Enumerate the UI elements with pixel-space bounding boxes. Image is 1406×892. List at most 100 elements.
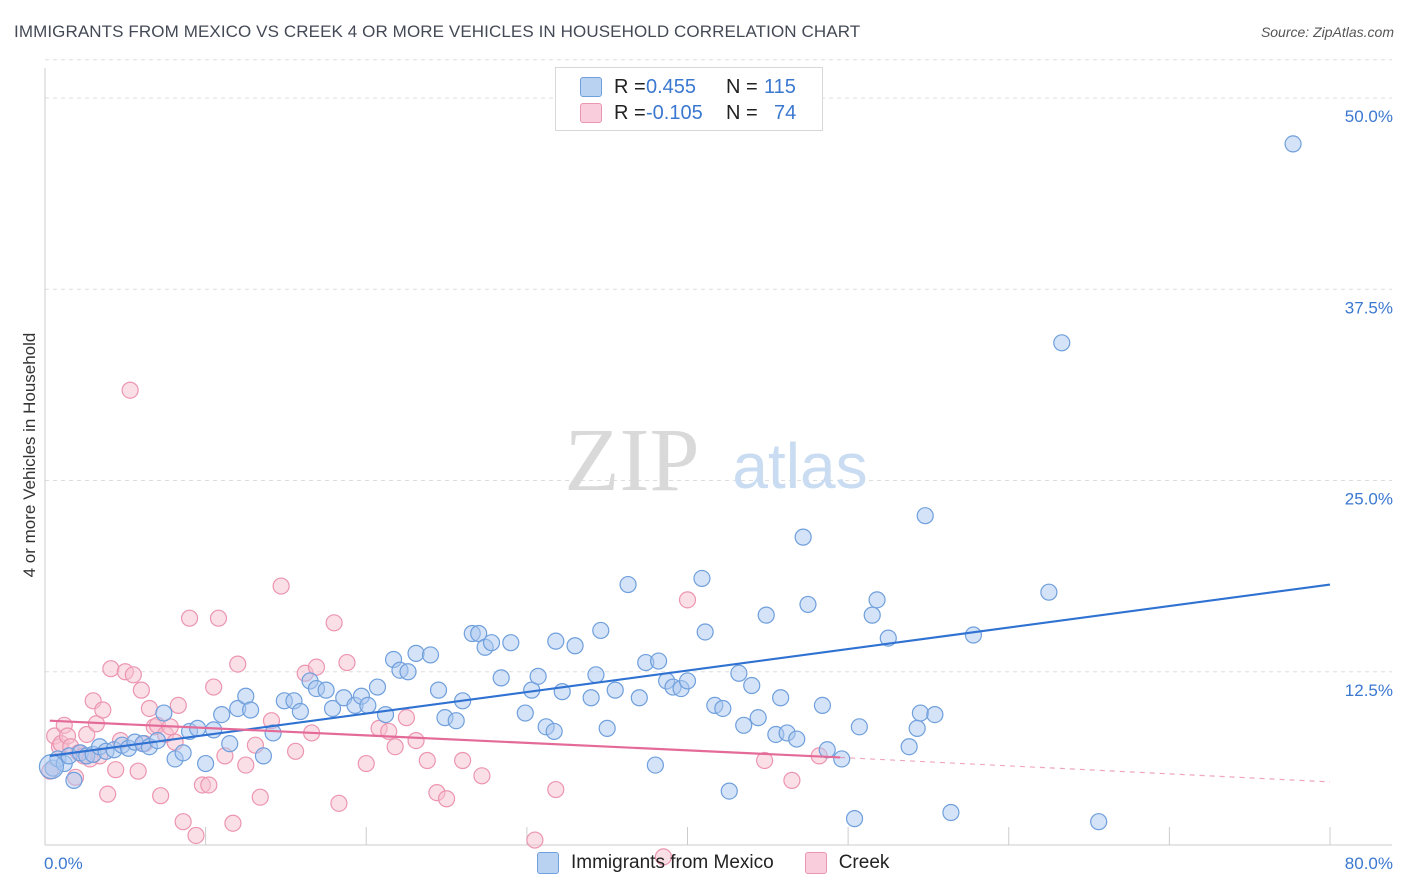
mexico-point [447, 712, 465, 730]
mexico-point [649, 652, 668, 670]
mexico-point [399, 663, 417, 681]
mexico-point [696, 623, 714, 641]
mexico-point [720, 782, 738, 800]
mexico-point [845, 810, 864, 828]
mexico-point [900, 738, 918, 756]
mexico-point [482, 634, 501, 652]
mexico-point [863, 606, 881, 624]
mexico-point [833, 750, 851, 768]
mexico-point [598, 719, 616, 737]
mexico-point [693, 569, 711, 588]
mexico-point [794, 528, 812, 546]
creek-point [229, 655, 247, 673]
creek-trend-extension [840, 756, 1331, 783]
mexico-point [197, 754, 215, 773]
creek-point [325, 614, 343, 632]
mexico-point [788, 730, 806, 748]
creek-trend-line [49, 719, 841, 759]
x-tick-label: 0.0% [44, 854, 83, 873]
creek-point [418, 751, 436, 770]
creek-point [407, 731, 425, 750]
mexico-point [254, 747, 273, 765]
mexico-point [868, 591, 886, 609]
mexico-point [743, 676, 761, 695]
mexico-point [1053, 334, 1071, 352]
tick-labels: 12.5% 25.0% 37.5% 50.0% 0.0% 80.0% [44, 107, 1393, 873]
mexico-point [242, 701, 260, 719]
legend-label: Creek [838, 852, 890, 873]
legend-item-creek[interactable]: Creek [804, 852, 890, 874]
y-tick-label: 12.5% [1345, 681, 1393, 700]
mexico-point [323, 699, 342, 718]
mexico-point [1284, 135, 1302, 153]
creek-point [169, 696, 187, 715]
mexico-point [606, 681, 624, 699]
creek-point [286, 742, 305, 760]
legend-swatch-blue [580, 77, 602, 97]
creek-point [78, 725, 96, 744]
mexico-point [1040, 583, 1058, 601]
creek-point [678, 591, 697, 609]
legend-swatch-pink [804, 852, 827, 874]
mexico-point [421, 646, 440, 664]
mexico-point [749, 709, 767, 727]
creek-point [99, 785, 117, 803]
mexico-point [926, 705, 944, 724]
mexico-point [516, 704, 534, 722]
mexico-trend-line [49, 583, 1331, 757]
creek-point [526, 831, 544, 849]
mexico-point [529, 667, 547, 685]
mexico-point [818, 741, 836, 759]
mexico-point [850, 718, 868, 736]
x-tick-label: 80.0% [1345, 854, 1393, 873]
r-value: 0.455 [646, 75, 697, 98]
y-tick-label: 50.0% [1345, 107, 1393, 126]
legend-row-mexico: R = 0.455 N = 115 [580, 74, 796, 100]
mexico-point [317, 681, 335, 699]
legend-item-mexico[interactable]: Immigrants from Mexico [537, 852, 774, 874]
y-tick-label: 25.0% [1345, 490, 1393, 509]
creek-point [272, 577, 290, 595]
creek-point [140, 699, 159, 718]
mexico-point [582, 689, 600, 707]
creek-point [755, 751, 774, 770]
creek-point [386, 738, 404, 756]
creek-points [41, 381, 828, 866]
n-label: N = [726, 101, 758, 124]
series-legend: Immigrants from Mexico Creek [537, 852, 920, 874]
legend-label: Immigrants from Mexico [571, 852, 774, 873]
source-attribution: Source: ZipAtlas.com [1260, 24, 1394, 40]
mexico-point [714, 699, 732, 718]
mexico-point [155, 704, 173, 722]
mexico-point [291, 702, 309, 721]
mexico-point [908, 719, 926, 737]
y-axis-label: 4 or more Vehicles in Household [20, 333, 39, 578]
creek-point [121, 381, 139, 399]
creek-point [454, 751, 472, 770]
mexico-point [678, 672, 697, 690]
creek-point [357, 754, 375, 773]
watermark-atlas: atlas [732, 430, 867, 502]
legend-swatch-pink [580, 103, 602, 123]
mexico-point [911, 704, 930, 722]
mexico-point-cluster [38, 754, 65, 780]
mexico-point [545, 722, 563, 741]
creek-point [152, 787, 170, 805]
y-tick-label: 37.5% [1345, 298, 1393, 317]
creek-point [200, 776, 218, 794]
mexico-point [376, 705, 395, 724]
creek-point [473, 767, 491, 785]
creek-point [129, 762, 147, 780]
creek-point [224, 814, 242, 832]
mexico-point [735, 716, 753, 734]
creek-point [209, 609, 228, 627]
creek-point [107, 761, 125, 779]
mexico-point [630, 689, 648, 707]
mexico-point [429, 681, 448, 699]
creek-point [187, 826, 205, 845]
mexico-point [772, 689, 790, 707]
mexico-point [730, 664, 748, 682]
mexico-point [942, 803, 960, 822]
mexico-point [547, 632, 565, 650]
creek-point [307, 658, 326, 676]
